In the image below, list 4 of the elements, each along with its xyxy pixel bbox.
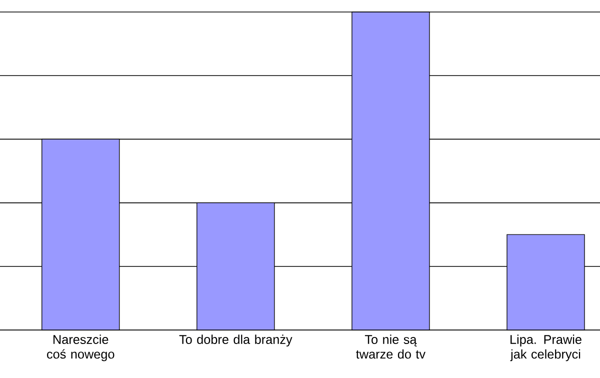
x-tick-label: Nareszcie coś nowego bbox=[47, 334, 114, 362]
x-tick-label: To nie są twarze do tv bbox=[356, 334, 426, 359]
x-tick-label: Lipa. Prawie jak celebryci bbox=[510, 334, 582, 362]
x-tick-label: To dobre dla branży bbox=[179, 334, 292, 346]
